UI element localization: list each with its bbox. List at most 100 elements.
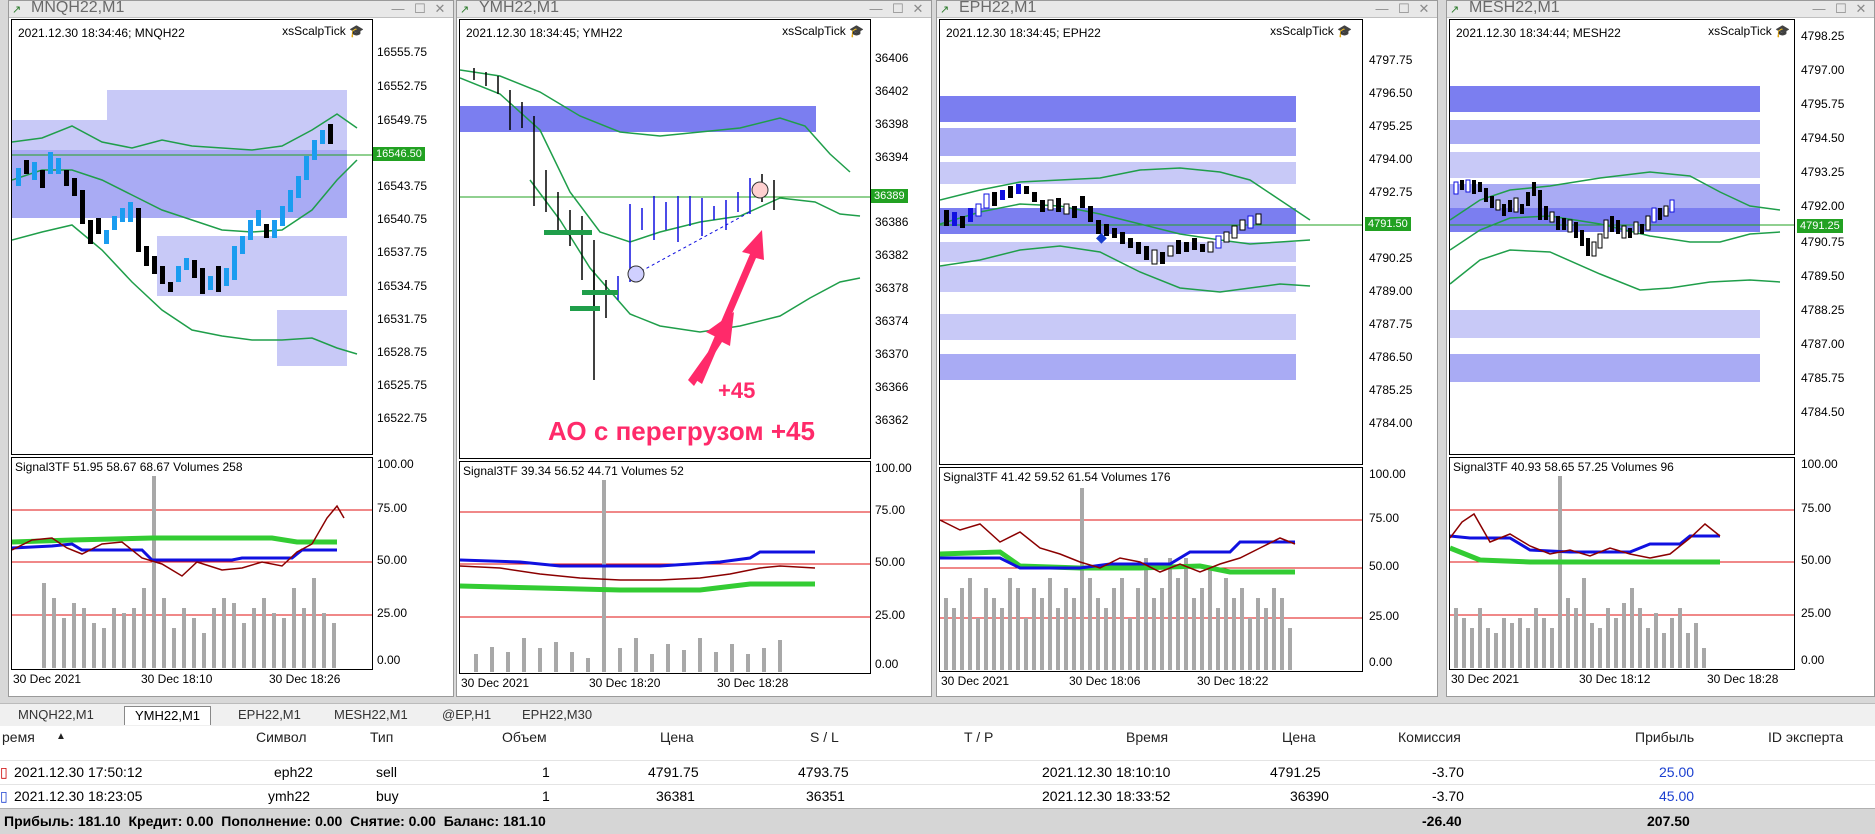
expert-advisor-label[interactable]: xsScalpTick 🎓	[1708, 24, 1790, 38]
time-label: 30 Dec 18:22	[1197, 674, 1269, 688]
signal-blue	[460, 550, 815, 568]
zone-light	[940, 242, 1296, 262]
indicator-tick: 100.00	[875, 461, 912, 475]
table-row[interactable]: ▯ 2021.12.30 18:23:05 ymh22 buy 1 36381 …	[0, 784, 1875, 809]
chart-window-icon: ↗	[1450, 4, 1460, 16]
tab-mesh22-m1[interactable]: MESH22,M1	[334, 707, 408, 722]
volume-bars	[1454, 476, 1706, 668]
column-header-close-time[interactable]: Время	[1126, 729, 1169, 745]
price-tick: 4797.00	[1801, 63, 1845, 77]
chart-window-ep[interactable]: ↗ EPH22,M1 — ☐ ✕	[936, 0, 1438, 697]
zone-light	[1450, 310, 1760, 338]
tab-mnqh22-m1[interactable]: MNQH22,M1	[18, 707, 94, 722]
signal-blue	[1450, 534, 1720, 554]
indicator-label: Signal3TF 41.42 59.52 61.54 Volumes 176	[943, 470, 1171, 484]
indicator-svg	[1450, 476, 1794, 668]
tab-eph22-m1[interactable]: EPH22,M1	[238, 707, 301, 722]
window-titlebar[interactable]: ↗ MESH22,M1 — ☐ ✕	[1447, 1, 1874, 18]
price-tick: 4797.75	[1369, 53, 1413, 67]
time-axis: 30 Dec 2021 30 Dec 18:10 30 Dec 18:26	[11, 672, 373, 692]
column-header-profit[interactable]: Прибыль	[1635, 729, 1695, 745]
indicator-tick: 25.00	[377, 606, 408, 620]
signal-red	[460, 565, 816, 581]
price-tick: 4796.50	[1369, 86, 1413, 100]
profit-annotation: +45	[718, 378, 756, 403]
table-row[interactable]: ▯ 2021.12.30 17:50:12 eph22 sell 1 4791.…	[0, 760, 1875, 785]
chart-window-icon: ↗	[460, 4, 470, 16]
expert-advisor-label[interactable]: xsScalpTick 🎓	[782, 24, 864, 38]
maximize-icon[interactable]: ☐	[892, 1, 904, 16]
indicator-panel[interactable]: Signal3TF 41.42 59.52 61.54 Volumes 176	[939, 467, 1363, 672]
window-titlebar[interactable]: ↗ MNQH22,M1 — ☐ ✕	[9, 1, 453, 18]
graduation-cap-icon: 🎓	[1337, 24, 1352, 38]
tab-ymh22-m1[interactable]: YMH22,M1	[124, 706, 212, 725]
minimize-icon[interactable]: —	[869, 1, 883, 16]
column-header-volume[interactable]: Объем	[502, 729, 547, 745]
maximize-icon[interactable]: ☐	[414, 1, 426, 16]
bollinger-mid	[12, 159, 358, 233]
price-chart[interactable]: ◆ 2021.12.30 18:34:45; EPH22 xsScalpTick…	[939, 19, 1363, 465]
expert-advisor-label[interactable]: xsScalpTick 🎓	[282, 24, 364, 38]
close-icon[interactable]: ✕	[434, 1, 446, 16]
indicator-tick: 75.00	[1369, 511, 1400, 525]
cell-price: 36381	[656, 788, 695, 804]
tab-ep-h1[interactable]: @EP,H1	[442, 707, 492, 722]
column-header-time[interactable]: ремя	[2, 729, 35, 745]
column-header-commission[interactable]: Комиссия	[1398, 729, 1461, 745]
price-chart[interactable]: 2021.12.30 18:34:46; MNQH22 xsScalpTick …	[11, 19, 373, 455]
chart-window-mnq[interactable]: ↗ MNQH22,M1 — ☐ ✕	[8, 0, 454, 697]
price-chart[interactable]: 2021.12.30 18:34:45; YMH22 xsScalpTick 🎓…	[459, 19, 871, 459]
window-title: MNQH22,M1	[31, 0, 125, 16]
cell-close-time: 2021.12.30 18:33:52	[1042, 788, 1171, 804]
indicator-label: Signal3TF 39.34 56.52 44.71 Volumes 52	[463, 464, 684, 478]
column-header-expert-id[interactable]: ID эксперта	[1768, 729, 1844, 745]
column-header-sl[interactable]: S / L	[810, 729, 839, 745]
time-axis: 30 Dec 2021 30 Dec 18:20 30 Dec 18:28	[459, 676, 871, 696]
close-icon[interactable]: ✕	[912, 1, 924, 16]
indicator-tick: 100.00	[377, 457, 414, 471]
window-titlebar[interactable]: ↗ YMH22,M1 — ☐ ✕	[457, 1, 931, 18]
indicator-panel[interactable]: Signal3TF 40.93 58.65 57.25 Volumes 96	[1449, 457, 1795, 670]
chart-window-mes[interactable]: ↗ MESH22,M1 — ☐ ✕	[1446, 0, 1875, 697]
chart-window-ym[interactable]: ↗ YMH22,M1 — ☐ ✕	[456, 0, 932, 697]
maximize-icon[interactable]: ☐	[1398, 1, 1410, 16]
indicator-panel[interactable]: Signal3TF 39.34 56.52 44.71 Volumes 52	[459, 461, 871, 674]
bollinger-upper	[12, 113, 358, 151]
price-tick: 4798.25	[1801, 29, 1845, 43]
close-icon[interactable]: ✕	[1418, 1, 1430, 16]
annotation-caption: АО с перегрузом +45	[548, 416, 815, 446]
cell-type: buy	[376, 788, 399, 804]
indicator-tick: 100.00	[1801, 457, 1838, 471]
column-header-symbol[interactable]: Символ	[256, 729, 307, 745]
candles	[16, 124, 333, 294]
column-header-close-price[interactable]: Цена	[1282, 729, 1316, 745]
sort-ascending-icon: ▲	[56, 731, 66, 742]
indicator-panel[interactable]: Signal3TF 51.95 58.67 68.67 Volumes 258	[11, 457, 373, 670]
price-chart[interactable]: 2021.12.30 18:34:44; MESH22 xsScalpTick …	[1449, 19, 1795, 455]
price-tick: 16522.75	[377, 411, 428, 425]
time-label: 30 Dec 18:26	[269, 672, 341, 686]
close-icon[interactable]: ✕	[1855, 1, 1867, 16]
zone-light	[1450, 152, 1760, 178]
column-header-price[interactable]: Цена	[660, 729, 694, 745]
column-header-type[interactable]: Тип	[370, 729, 394, 745]
price-tick: 36386	[875, 215, 909, 229]
cell-sl: 36351	[806, 788, 845, 804]
window-titlebar[interactable]: ↗ EPH22,M1 — ☐ ✕	[937, 1, 1437, 18]
minimize-icon[interactable]: —	[1812, 1, 1826, 16]
indicator-label: Signal3TF 51.95 58.67 68.67 Volumes 258	[15, 460, 243, 474]
price-tick: 4787.75	[1369, 317, 1413, 331]
minimize-icon[interactable]: —	[1375, 1, 1389, 16]
level-marker	[582, 290, 618, 295]
expert-advisor-label[interactable]: xsScalpTick 🎓	[1270, 24, 1352, 38]
tab-eph22-m30[interactable]: EPH22,M30	[522, 707, 593, 722]
bollinger-lower	[12, 224, 358, 355]
column-header-tp[interactable]: T / P	[964, 729, 994, 745]
price-tick: 4795.25	[1369, 119, 1413, 133]
maximize-icon[interactable]: ☐	[1835, 1, 1847, 16]
chart-timestamp: 2021.12.30 18:34:44; MESH22	[1456, 26, 1621, 40]
time-label: 30 Dec 2021	[461, 676, 530, 690]
minimize-icon[interactable]: —	[391, 1, 405, 16]
cell-price: 4791.75	[648, 764, 699, 780]
cell-time: 2021.12.30 18:23:05	[14, 788, 143, 804]
